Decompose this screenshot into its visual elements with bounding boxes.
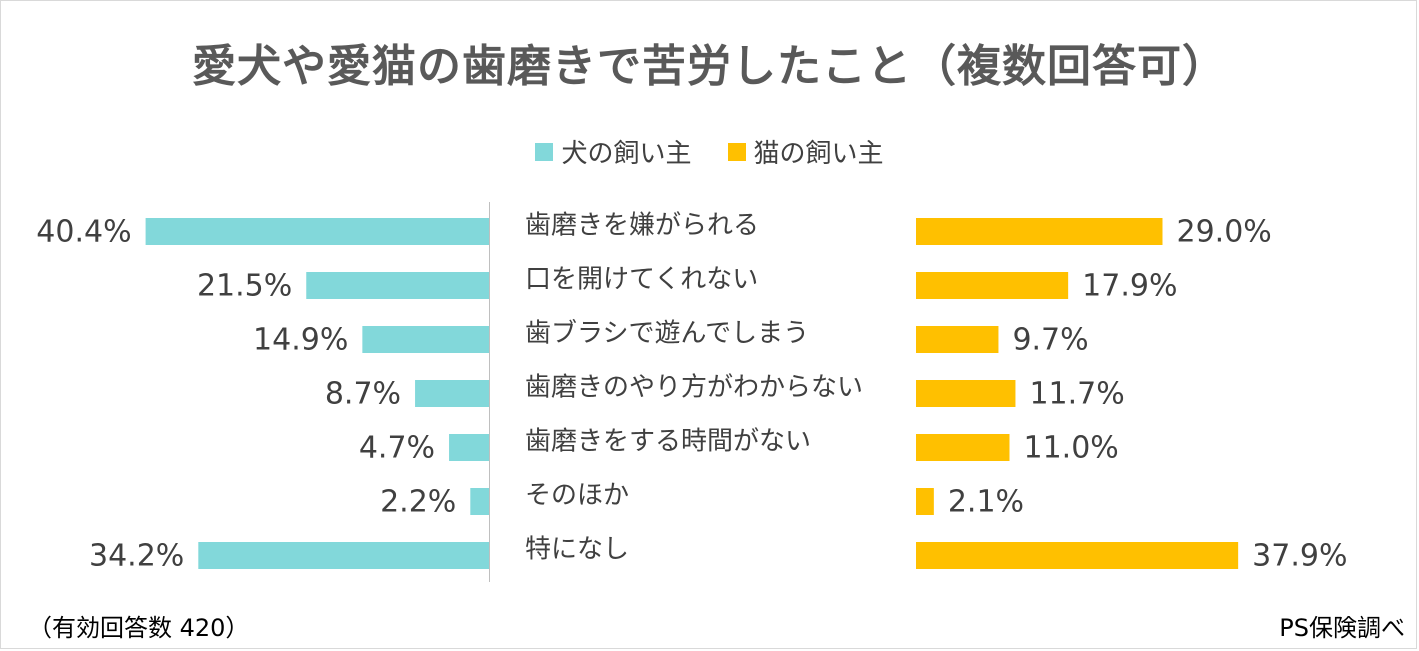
dog-value-label-6: 34.2% <box>89 539 184 574</box>
dog-bar-0 <box>145 218 489 245</box>
legend-label-dog: 犬の飼い主 <box>561 139 692 169</box>
dog-value-label-3: 8.7% <box>325 377 401 412</box>
legend-swatch-cat <box>727 142 746 161</box>
dog-bar-3 <box>415 380 489 407</box>
dog-value-label-0: 40.4% <box>36 215 131 250</box>
dog-bar-4 <box>449 434 489 461</box>
cat-bar-4 <box>916 434 1010 461</box>
cat-value-label-3: 11.7% <box>1029 377 1124 412</box>
cat-value-label-5: 2.1% <box>948 485 1024 520</box>
cat-bar-5 <box>916 488 934 515</box>
dog-bar-6 <box>198 542 490 569</box>
dog-bar-2 <box>362 326 489 353</box>
category-label-6: 特になし <box>525 535 629 565</box>
cat-bar-0 <box>916 218 1163 245</box>
cat-value-label-1: 17.9% <box>1082 269 1177 304</box>
category-label-3: 歯磨きのやり方がわからない <box>525 373 863 403</box>
sample-size-note: （有効回答数 420） <box>28 614 250 642</box>
dog-value-label-4: 4.7% <box>359 431 435 466</box>
legend-item-dog: 犬の飼い主 <box>535 133 692 170</box>
cat-bar-1 <box>916 272 1069 299</box>
cat-value-label-2: 9.7% <box>1012 323 1088 358</box>
cat-value-label-0: 29.0% <box>1177 215 1272 250</box>
cat-bar-3 <box>916 380 1016 407</box>
legend-item-cat: 猫の飼い主 <box>727 133 884 170</box>
legend-swatch-dog <box>535 142 554 161</box>
category-label-0: 歯磨きを嫌がられる <box>525 211 759 241</box>
legend: 犬の飼い主 猫の飼い主 <box>0 133 1419 170</box>
legend-label-cat: 猫の飼い主 <box>753 139 884 169</box>
category-label-2: 歯ブラシで遊んでしまう <box>525 319 809 349</box>
category-label-4: 歯磨きをする時間がない <box>525 427 811 457</box>
dog-value-label-2: 14.9% <box>253 323 348 358</box>
dog-value-label-1: 21.5% <box>197 269 292 304</box>
dog-bar-5 <box>470 488 489 515</box>
cat-value-label-6: 37.9% <box>1252 539 1347 574</box>
dog-value-label-5: 2.2% <box>380 485 456 520</box>
category-label-5: そのほか <box>525 481 629 511</box>
category-label-1: 口を開けてくれない <box>525 265 758 295</box>
chart-title: 愛犬や愛猫の歯磨きで苦労したこと（複数回答可） <box>192 41 1227 92</box>
cat-bar-6 <box>916 542 1239 569</box>
cat-value-label-4: 11.0% <box>1024 431 1119 466</box>
cat-bar-2 <box>916 326 999 353</box>
dog-bar-1 <box>306 272 489 299</box>
source-note: PS保険調べ <box>1279 614 1405 642</box>
